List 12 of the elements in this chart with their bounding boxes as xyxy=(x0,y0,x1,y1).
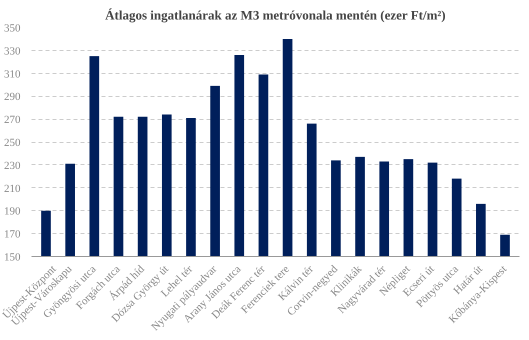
y-tick-label: 250 xyxy=(4,137,21,149)
y-tick-label: 150 xyxy=(4,252,21,264)
y-tick-label: 290 xyxy=(4,91,21,104)
chart-title: Átlagos ingatlanárak az M3 metróvonala mentén (ezer Ft/m²) xyxy=(105,8,446,22)
y-tick-label: 230 xyxy=(4,160,21,172)
y-tick-label: 270 xyxy=(4,114,21,126)
y-tick-label: 310 xyxy=(4,68,21,80)
y-tick-label: 170 xyxy=(4,228,21,241)
y-tick-label: 190 xyxy=(4,206,21,218)
y-tick-label: 330 xyxy=(4,45,21,58)
y-tick-label: 210 xyxy=(4,182,21,195)
y-tick-label: 350 xyxy=(4,22,21,34)
